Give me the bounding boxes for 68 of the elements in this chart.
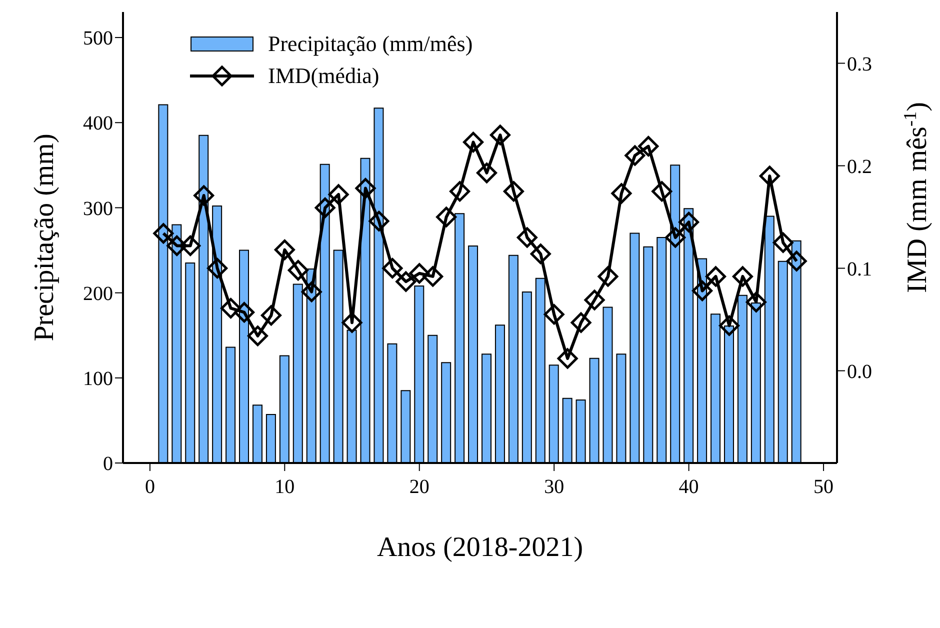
point [220, 298, 242, 318]
y2-tick-label: 0.1 [847, 258, 872, 280]
point [180, 235, 201, 256]
point [570, 312, 592, 333]
point [355, 178, 376, 199]
point [301, 282, 322, 302]
point [476, 162, 497, 184]
y-tick-label: 300 [83, 198, 113, 220]
y-tick-label: 400 [83, 112, 113, 135]
x-tick-label: 0 [144, 476, 155, 498]
point [706, 266, 726, 287]
point [328, 184, 349, 205]
y2-tick-label: 0.0 [847, 360, 872, 383]
legend-label: Precipitação (mm/mês) [268, 30, 473, 58]
x-tick-label: 50 [814, 476, 834, 498]
point [490, 124, 510, 146]
point [260, 305, 282, 326]
point [772, 232, 794, 253]
point [166, 235, 188, 256]
y-tick-label: 0 [103, 453, 113, 476]
point [450, 181, 470, 202]
point [584, 290, 605, 310]
point [611, 183, 632, 204]
point [557, 348, 578, 369]
point [678, 212, 700, 232]
point [194, 185, 214, 206]
point [396, 271, 416, 292]
point [314, 198, 336, 218]
point [234, 302, 254, 323]
y-tick-label: 200 [83, 282, 113, 305]
y2-tick-label: 0.2 [847, 156, 872, 178]
y-tick-label: 100 [83, 368, 113, 390]
point [786, 250, 807, 272]
x-axis-title: Anos (2018-2021) [376, 532, 584, 563]
point [382, 258, 403, 278]
point [598, 266, 618, 287]
y-axis-title: Precipitação (mm) [29, 134, 60, 342]
point [247, 326, 268, 346]
point [274, 240, 295, 260]
point [544, 304, 564, 325]
point [530, 244, 551, 264]
point [732, 266, 753, 287]
point [746, 292, 766, 312]
point [638, 136, 659, 157]
point [463, 132, 484, 152]
y2-tick-label: 0.3 [847, 53, 872, 76]
point [422, 266, 444, 287]
point [516, 227, 538, 248]
point [207, 258, 228, 278]
point [153, 223, 174, 244]
point [665, 227, 686, 248]
point [436, 206, 457, 228]
point [692, 280, 713, 302]
point [288, 260, 308, 281]
x-tick-label: 30 [544, 476, 564, 498]
point [624, 145, 646, 166]
point [503, 181, 524, 202]
x-tick-label: 10 [274, 476, 295, 498]
x-tick-label: 20 [409, 476, 430, 498]
point [652, 181, 672, 202]
legend-label: IMD(média) [268, 62, 380, 90]
y-tick-label: 500 [83, 28, 113, 50]
point [759, 166, 780, 186]
point [368, 210, 390, 232]
x-tick-label: 40 [678, 476, 699, 498]
point [718, 315, 740, 336]
point [409, 263, 430, 284]
point [342, 312, 362, 333]
